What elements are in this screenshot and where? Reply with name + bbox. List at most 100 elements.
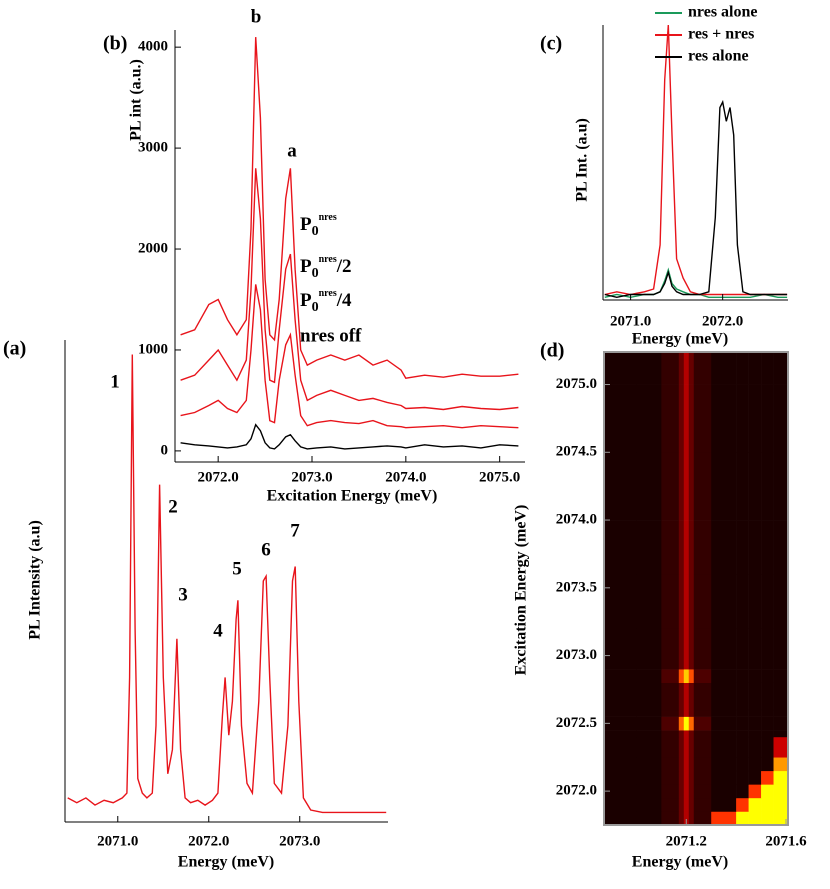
y-axis-label: PL int (a.u.) xyxy=(128,59,145,141)
heatmap-cell xyxy=(761,757,774,772)
heatmap-cell xyxy=(748,520,762,575)
annotation-main: P xyxy=(300,256,312,277)
heatmap-cell xyxy=(683,520,690,575)
heatmap-cell xyxy=(748,682,762,711)
heatmap-cell xyxy=(688,730,695,738)
heatmap-cell xyxy=(688,520,695,575)
heatmap-cell xyxy=(693,730,712,738)
heatmap-cell xyxy=(678,669,685,683)
heatmap-cell xyxy=(736,716,749,731)
annotation-sup: nres xyxy=(319,212,337,223)
heatmap-cell xyxy=(711,669,737,683)
heatmap-cell xyxy=(693,669,712,683)
heatmap-cell xyxy=(761,770,774,785)
heatmap-cell xyxy=(773,797,789,812)
x-axis-label: Energy (meV) xyxy=(632,854,728,871)
heatmap-cell xyxy=(604,709,637,717)
heatmap-cell xyxy=(711,709,737,717)
heatmap-cell xyxy=(678,716,685,731)
y-tick-label: 2073.5 xyxy=(556,579,597,595)
x-tick-label: 2075.0 xyxy=(479,469,520,485)
x-tick-label: 2071.2 xyxy=(666,833,707,849)
heatmap-cell xyxy=(604,811,637,826)
panel-label: (c) xyxy=(540,33,562,55)
heatmap-cell xyxy=(711,682,737,711)
heatmap-cell xyxy=(773,709,789,717)
heatmap-cell xyxy=(688,757,695,772)
heatmap-cell xyxy=(748,736,762,758)
heatmap-cell xyxy=(661,520,680,575)
annotation: nres off xyxy=(300,325,362,346)
heatmap-cell xyxy=(688,716,695,731)
heatmap-cell xyxy=(693,628,712,670)
heatmap-cell xyxy=(693,797,712,812)
heatmap-cell xyxy=(773,716,789,731)
annotation: 2 xyxy=(168,496,178,517)
heatmap-cell xyxy=(636,736,662,758)
x-tick-label: 2071.0 xyxy=(610,313,651,329)
heatmap-cell xyxy=(661,352,680,385)
annotation: 1 xyxy=(110,371,120,392)
panel-label: (d) xyxy=(540,340,564,362)
heatmap-cell xyxy=(636,784,662,799)
heatmap-cell xyxy=(748,797,762,812)
x-axis-label: Energy (meV) xyxy=(632,331,728,348)
heatmap-cell xyxy=(636,520,662,575)
heatmap-cell xyxy=(661,811,680,826)
heatmap-cell xyxy=(604,770,637,785)
heatmap-cell xyxy=(604,452,637,521)
y-tick-label: 2075.0 xyxy=(556,376,597,392)
plot-frame xyxy=(603,351,789,826)
data-line xyxy=(604,24,788,296)
annotation: 7 xyxy=(290,520,300,541)
heatmap-cell xyxy=(604,574,637,629)
data-line xyxy=(180,37,519,379)
heatmap-cell xyxy=(678,784,685,799)
annotation: 3 xyxy=(178,584,188,605)
annotation-sup: nres xyxy=(319,288,337,299)
heatmap-cell xyxy=(773,730,789,738)
annotation: 5 xyxy=(232,558,242,579)
heatmap-cell xyxy=(688,784,695,799)
heatmap-cell xyxy=(604,757,637,772)
heatmap-cell xyxy=(761,669,774,683)
heatmap-cell xyxy=(711,730,737,738)
heatmap-cell xyxy=(688,574,695,629)
heatmap-cell xyxy=(683,669,690,683)
heatmap-cell xyxy=(761,716,774,731)
heatmap-cell xyxy=(636,574,662,629)
heatmap-cell xyxy=(683,452,690,521)
heatmap-cell xyxy=(661,757,680,772)
heatmap-cell xyxy=(761,797,774,812)
heatmap-cell xyxy=(711,520,737,575)
heatmap-cell xyxy=(604,520,637,575)
heatmap-cell xyxy=(773,757,789,772)
heatmap-cell xyxy=(693,736,712,758)
heatmap-cell xyxy=(773,352,789,385)
heatmap-cell xyxy=(773,784,789,799)
heatmap-cell xyxy=(636,730,662,738)
heatmap-cell xyxy=(693,384,712,453)
heatmap-cell xyxy=(683,757,690,772)
annotation: b xyxy=(251,6,262,27)
heatmap-cell xyxy=(661,716,680,731)
heatmap-cell xyxy=(761,682,774,711)
data-line xyxy=(180,168,519,411)
x-tick-label: 2072.0 xyxy=(702,313,743,329)
heatmap-cell xyxy=(678,574,685,629)
heatmap-cell xyxy=(678,797,685,812)
heatmap-cell xyxy=(748,669,762,683)
heatmap-cell xyxy=(748,757,762,772)
heatmap-cell xyxy=(761,784,774,799)
heatmap-cell xyxy=(683,811,690,826)
y-tick-label: 1000 xyxy=(138,341,168,357)
heatmap-cell xyxy=(661,682,680,711)
heatmap-cell xyxy=(748,770,762,785)
x-tick-label: 2073.0 xyxy=(291,469,332,485)
x-tick-label: 2072.0 xyxy=(188,833,229,849)
heatmap-cell xyxy=(688,628,695,670)
heatmap-cell xyxy=(736,709,749,717)
y-axis-label: Excitation Energy (meV) xyxy=(513,505,530,676)
annotation: 6 xyxy=(261,539,271,560)
